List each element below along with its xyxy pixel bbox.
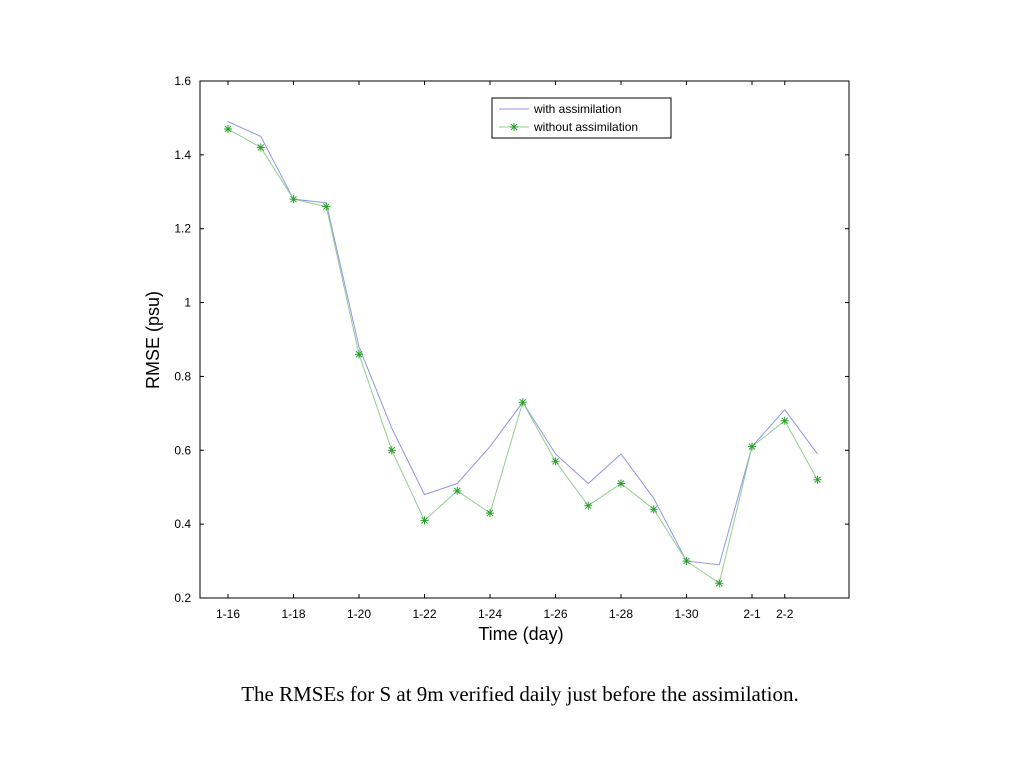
y-tick-label: 1.6 xyxy=(174,74,191,88)
x-tick-label: 1-18 xyxy=(281,607,305,621)
x-tick-label: 1-20 xyxy=(347,607,371,621)
legend-box xyxy=(491,97,672,139)
x-axis: 1-16 1-18 1-20 1-22 1-24 1-26 1-28 1-30 2-1 2-2 xyxy=(216,81,794,621)
series-layer xyxy=(224,121,822,588)
data-point-marker xyxy=(551,457,560,466)
y-tick-label: 0.2 xyxy=(174,591,191,605)
data-point-marker xyxy=(420,516,429,525)
data-point-marker xyxy=(813,475,822,484)
y-tick-label: 1 xyxy=(184,296,191,310)
plot-frame xyxy=(199,80,850,599)
y-tick-label: 1.2 xyxy=(174,222,191,236)
legend-asterisk xyxy=(510,123,518,131)
data-point-marker xyxy=(486,509,494,518)
x-tick-label: 1-28 xyxy=(609,607,633,621)
x-tick-label: 1-26 xyxy=(543,607,567,621)
x-tick-label: 2-1 xyxy=(743,607,761,621)
y-tick-label: 0.6 xyxy=(174,443,191,457)
data-point-marker xyxy=(289,195,298,204)
data-point-marker xyxy=(748,442,756,451)
data-point-marker xyxy=(518,398,527,407)
x-tick-label: 1-22 xyxy=(412,607,436,621)
data-point-marker xyxy=(387,446,396,455)
data-point-marker xyxy=(224,125,232,134)
data-point-marker xyxy=(256,143,265,152)
figure-caption: The RMSEs for S at 9m verified daily jus… xyxy=(241,682,799,706)
data-point-marker xyxy=(715,579,724,588)
legend-label-without-assimilation: without assimilation xyxy=(533,120,638,134)
y-axis-label: RMSE (psu) xyxy=(143,291,163,389)
data-point-marker xyxy=(649,505,658,514)
y-tick-label: 0.8 xyxy=(174,369,191,383)
series-line-0 xyxy=(227,121,818,566)
data-point-marker xyxy=(584,501,593,510)
y-axis: 0.2 0.4 0.6 0.8 1 1.2 1.4 1.6 xyxy=(174,74,849,605)
legend: with assimilation without assimilation xyxy=(491,97,672,139)
data-point-marker xyxy=(682,557,691,566)
legend-marker-without-assimilation xyxy=(510,123,518,131)
data-point-marker xyxy=(322,202,331,211)
x-tick-label: 1-24 xyxy=(478,607,502,621)
series-line-1 xyxy=(227,128,818,585)
x-axis-label: Time (day) xyxy=(478,624,563,644)
legend-label-with-assimilation: with assimilation xyxy=(533,102,621,116)
data-point-marker xyxy=(453,486,462,495)
x-tick-label: 2-2 xyxy=(776,607,794,621)
y-tick-label: 0.4 xyxy=(174,517,191,531)
x-tick-label: 1-16 xyxy=(216,607,240,621)
data-point-marker xyxy=(355,350,363,359)
data-point-marker xyxy=(617,479,625,488)
x-tick-label: 1-30 xyxy=(674,607,698,621)
data-point-marker xyxy=(780,416,789,425)
y-tick-label: 1.4 xyxy=(174,148,191,162)
